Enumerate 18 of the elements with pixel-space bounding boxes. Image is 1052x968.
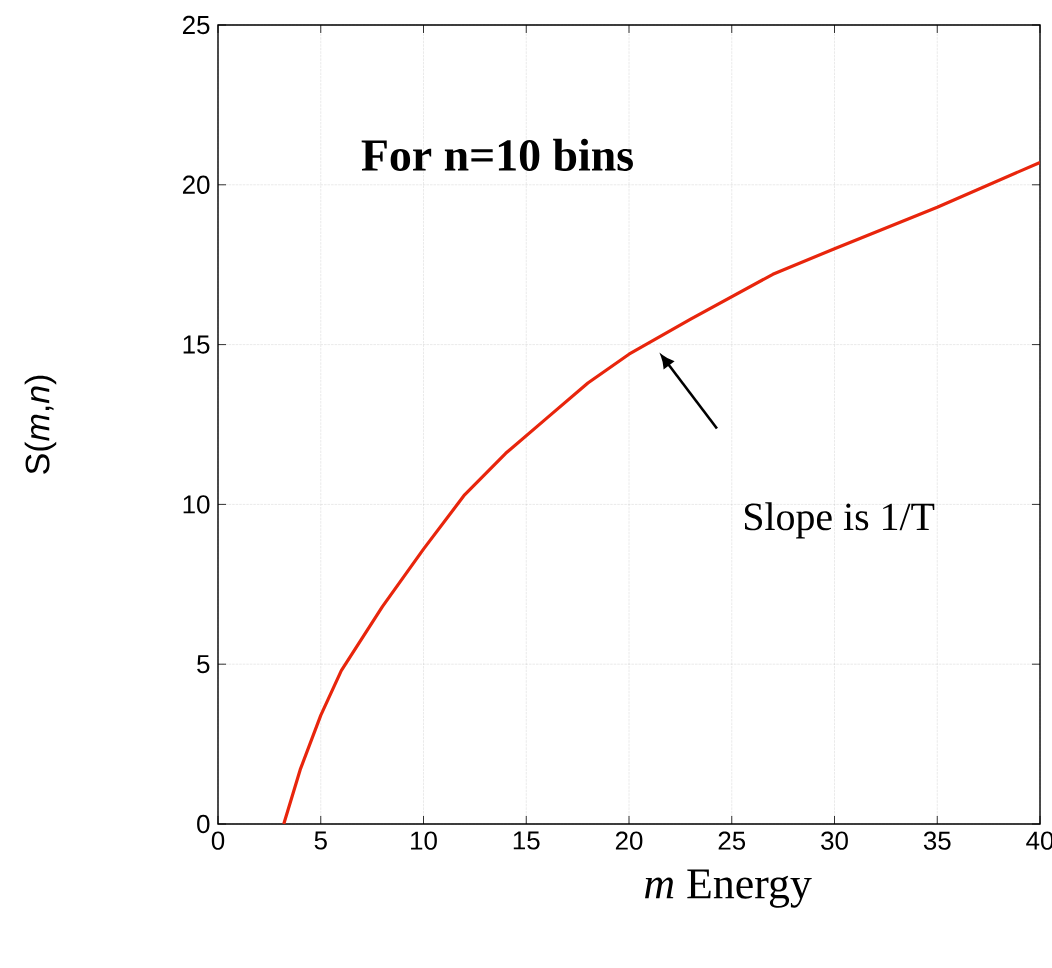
y-tick-label: 5	[197, 655, 210, 674]
x-tick-label: 10	[411, 831, 437, 850]
y-tick-label: 15	[183, 335, 210, 354]
text: For n=10 bins	[361, 138, 633, 171]
x-tick-label: 0	[211, 831, 225, 850]
y-tick-label: 20	[182, 175, 210, 194]
y-tick-label: 0	[197, 814, 210, 834]
annotation: Slope is 1/T	[744, 502, 935, 539]
x-tick-label: 30	[821, 831, 848, 850]
x-axis-title: m Energy	[645, 869, 812, 908]
y-tick-label: 10	[183, 495, 210, 514]
x-tick-label: 35	[923, 831, 951, 850]
x-tick-label: 20	[615, 831, 643, 850]
x-tick-label: 5	[314, 831, 327, 850]
y-axis-title: S(m,n)	[24, 375, 57, 474]
y-tick-label: 25	[182, 15, 210, 35]
x-tick-label: 15	[513, 831, 540, 850]
x-tick-label: 25	[718, 831, 746, 850]
